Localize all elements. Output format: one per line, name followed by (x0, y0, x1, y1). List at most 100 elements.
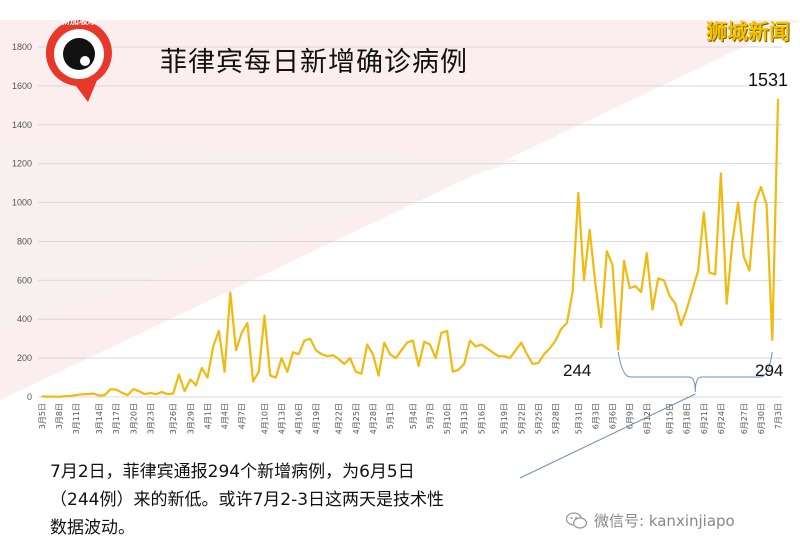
caption: 7月2日，菲律宾通报294个新增病例，为6月5日 （244例）来的新低。或许7月… (50, 458, 610, 542)
x-tick-label: 6月12日 (643, 403, 652, 434)
data-point (292, 351, 294, 354)
data-point (389, 353, 391, 356)
data-point (64, 395, 66, 398)
data-point (651, 308, 654, 311)
y-tick-label: 600 (17, 275, 32, 285)
data-point (765, 203, 768, 206)
data-point (725, 302, 728, 305)
data-point (697, 269, 699, 272)
data-point (178, 373, 180, 376)
data-point (121, 391, 123, 394)
data-point (69, 395, 72, 397)
x-tick-label: 6月24日 (717, 403, 726, 434)
data-point (326, 355, 329, 358)
x-tick-label: 5月28日 (551, 403, 560, 434)
data-point (92, 392, 95, 395)
series-line-layer (41, 98, 780, 398)
data-point (628, 287, 631, 289)
x-tick-label: 3月8日 (55, 403, 64, 429)
data-point (377, 374, 380, 377)
data-point (75, 394, 77, 396)
data-point (708, 271, 711, 274)
x-tick-label: 3月11日 (72, 403, 81, 434)
data-point (332, 354, 334, 357)
data-point (520, 341, 523, 344)
x-tick-label: 6月27日 (740, 403, 749, 434)
data-point (98, 394, 100, 397)
data-point (691, 289, 694, 291)
data-point (183, 390, 186, 393)
data-point (743, 256, 745, 258)
data-point (480, 343, 483, 346)
x-tick-label: 5月31日 (574, 403, 583, 434)
data-point (509, 357, 511, 359)
data-point (149, 392, 152, 394)
data-point (680, 324, 682, 326)
data-point (663, 279, 665, 282)
data-point (577, 192, 580, 194)
data-point (303, 339, 306, 342)
wechat-id-text: 微信号: kanxinjiapo (594, 512, 735, 530)
data-point (600, 326, 602, 328)
data-point (549, 347, 551, 350)
x-tick-label: 5月22日 (517, 403, 526, 434)
wechat-icon (566, 511, 588, 529)
logo-icon: 新加坡眼 (45, 15, 112, 102)
data-point (514, 349, 517, 352)
x-tick-label: 6月30日 (757, 403, 766, 434)
data-point (463, 363, 466, 365)
x-tick-label: 3月20日 (129, 403, 138, 434)
wechat-watermark: 微信号: kanxinjiapo (566, 510, 735, 531)
brand-label: 狮城新闻 (706, 20, 790, 44)
x-tick-label: 6月6日 (609, 403, 618, 429)
data-point (777, 98, 779, 101)
data-point (275, 376, 277, 379)
data-point (320, 353, 323, 356)
data-point (337, 358, 340, 360)
data-point (109, 388, 112, 391)
x-tick-label: 4月25日 (352, 403, 361, 434)
data-point (646, 252, 648, 254)
data-point (623, 260, 625, 262)
data-point (104, 394, 106, 396)
x-tick-label: 4月16日 (295, 403, 304, 434)
x-tick-label: 4月19日 (312, 403, 321, 434)
x-tick-label: 5月1日 (386, 403, 395, 429)
grid-lines (38, 46, 782, 398)
data-point (452, 370, 454, 373)
data-point (526, 353, 528, 356)
data-point (41, 395, 43, 398)
data-point (46, 395, 49, 398)
x-tick-label: 5月25日 (534, 403, 543, 434)
data-point (640, 291, 642, 293)
data-point (252, 380, 254, 383)
data-point (372, 353, 374, 356)
y-tick-label: 1600 (12, 81, 32, 91)
x-axis-ticks: 3月5日 3月8日 3月11日 3月14日 3月17日 3月20日 3月23日 3月26日 3月… (38, 403, 783, 434)
data-point (126, 394, 129, 396)
x-tick-label: 4月10日 (261, 403, 270, 434)
x-tick-label: 6月9日 (626, 403, 635, 429)
data-point (286, 370, 289, 373)
data-point (309, 337, 312, 340)
data-point (400, 349, 403, 352)
y-tick-label: 1400 (12, 120, 32, 130)
x-tick-label: 4月4日 (221, 403, 230, 429)
data-point (429, 343, 431, 346)
data-point (560, 328, 562, 330)
x-tick-label: 4月28日 (369, 403, 378, 434)
x-tick-label: 5月7日 (426, 403, 435, 429)
x-tick-label: 6月21日 (700, 403, 709, 434)
data-point (469, 339, 471, 342)
data-point (406, 341, 408, 344)
annotation-brackets (519, 351, 773, 479)
data-point (81, 393, 83, 396)
data-point (531, 363, 534, 365)
data-point (115, 388, 117, 391)
data-point (634, 285, 637, 288)
data-point (668, 295, 671, 297)
data-point (155, 393, 157, 395)
logo: 新加坡眼 (40, 14, 118, 104)
data-point (720, 172, 722, 175)
data-point (754, 201, 756, 204)
